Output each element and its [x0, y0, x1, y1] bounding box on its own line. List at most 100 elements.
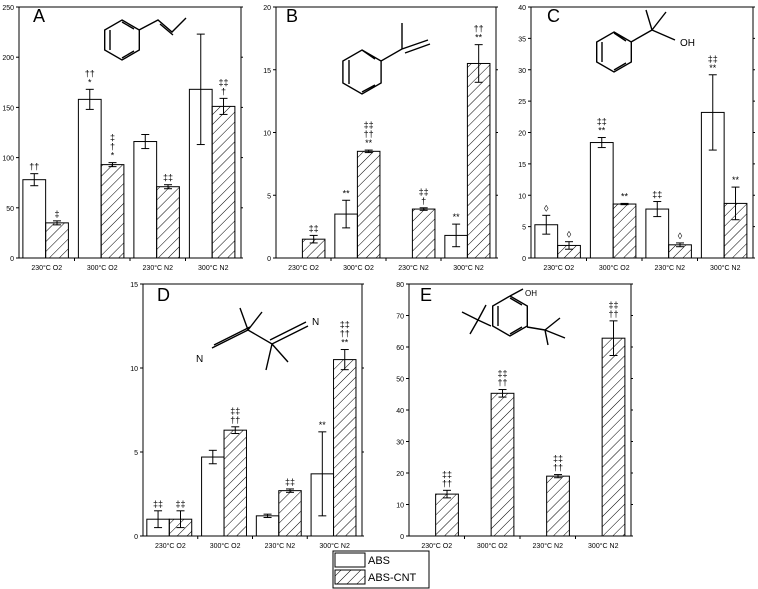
phenyl-propanol-structure-bonds: [596, 9, 676, 73]
bar-abs: [22, 179, 47, 259]
significance-mark: ‡‡: [230, 406, 240, 416]
y-tick-label: 50: [6, 206, 14, 213]
panel-b: 0 5 10 15 20 230°C O2 300°C O2 230°C N2 300°C N2…: [263, 5, 498, 272]
bar-abs: [255, 515, 280, 537]
y-tick-label: 80: [396, 282, 404, 289]
significance-mark: **: [598, 126, 606, 136]
significance-mark: **: [365, 138, 373, 148]
significance-mark: **: [453, 212, 461, 222]
y-tick-label: 0: [522, 256, 526, 263]
bar-abs-cnt: [435, 493, 459, 537]
significance-mark: ††: [85, 68, 95, 78]
bar-abs-cnt: [356, 150, 381, 259]
significance-mark: ††: [498, 378, 508, 388]
y-tick-label: 0: [10, 256, 14, 263]
bar-abs-cnt: [546, 475, 570, 537]
x-tick-label: 300°C O2: [87, 264, 118, 272]
x-tick-label: 300°C N2: [319, 542, 350, 550]
alpha-methylstyrene-structure-bonds: [342, 23, 431, 95]
x-tick-label: 300°C N2: [453, 264, 484, 272]
significance-mark: **: [475, 33, 483, 43]
x-tick-label: 230°C O2: [543, 264, 574, 272]
y-tick-label: 20: [263, 5, 271, 12]
significance-mark: ‡‡: [553, 454, 563, 464]
panel-letter: D: [157, 285, 170, 305]
significance-mark: ‡‡: [597, 117, 607, 127]
y-tick-label: 0: [267, 256, 271, 263]
y-tick-label: 25: [518, 99, 526, 106]
bar-abs: [133, 141, 158, 259]
y-tick-label: 150: [2, 105, 14, 112]
x-tick-label: 230°C N2: [398, 264, 429, 272]
y-tick-label: 40: [396, 408, 404, 415]
x-tick-label: 230°C N2: [655, 264, 686, 272]
significance-mark: †: [221, 86, 226, 96]
bar-abs-cnt: [612, 203, 637, 259]
y-tick-label: 10: [518, 193, 526, 200]
x-tick-label: 230°C O2: [31, 264, 62, 272]
significance-mark: ††: [609, 309, 619, 319]
legend-label-abs: ABS: [368, 555, 390, 567]
significance-mark: ‡: [55, 209, 60, 219]
x-tick-label: 300°C N2: [198, 264, 229, 272]
significance-mark: ††: [553, 463, 563, 473]
hydroxyl-label: OH: [680, 38, 695, 49]
y-tick-label: 100: [2, 156, 14, 163]
styrene-structure: [104, 17, 187, 61]
y-tick-label: 30: [396, 440, 404, 447]
legend: ABS ABS-CNT: [332, 550, 430, 589]
y-tick-label: 70: [396, 314, 404, 321]
significance-mark: ††: [29, 162, 39, 172]
tetramethylsuccinonitrile-structure-bonds: [211, 307, 309, 371]
significance-mark: ‡‡: [163, 173, 173, 183]
significance-mark: ††: [364, 129, 374, 139]
bar-abs-cnt: [466, 62, 491, 259]
bar-abs-cnt: [411, 208, 436, 259]
y-tick-label: 0: [134, 534, 138, 541]
y-tick-label: 35: [518, 36, 526, 43]
significance-mark: **: [732, 175, 740, 185]
bar-abs-cnt: [490, 392, 515, 537]
bar-abs-cnt: [278, 490, 302, 537]
di-tert-butylphenol-structure: [461, 288, 566, 346]
nitrile-label-right: N: [312, 317, 319, 328]
y-tick-label: 40: [518, 5, 526, 12]
significance-mark: ‡‡: [364, 120, 374, 130]
significance-mark: †: [421, 196, 426, 206]
y-tick-label: 250: [2, 5, 14, 12]
alpha-methylstyrene-structure: [342, 23, 431, 95]
panel-letter: B: [286, 6, 298, 26]
x-tick-label: 230°C N2: [143, 264, 174, 272]
legend-swatch-abs: [334, 552, 366, 568]
y-tick-label: 5: [267, 193, 271, 200]
x-tick-label: 230°C O2: [421, 542, 452, 550]
significance-mark: ‡‡: [340, 320, 350, 330]
significance-mark: ‡: [110, 133, 115, 143]
y-tick-label: 10: [396, 503, 404, 510]
significance-mark: ◊: [678, 231, 683, 241]
bar-abs: [589, 142, 614, 259]
x-tick-label: 230°C N2: [533, 542, 564, 550]
x-tick-label: 230°C O2: [155, 542, 186, 550]
significance-mark: †: [110, 142, 115, 152]
y-tick-label: 20: [518, 131, 526, 138]
significance-mark: ‡‡: [419, 187, 429, 197]
panel-letter: A: [33, 6, 45, 26]
significance-mark: ‡‡: [498, 369, 508, 379]
y-tick-label: 200: [2, 55, 14, 62]
plot-frame: [275, 6, 497, 259]
phenyl-propanol-structure: [596, 9, 676, 73]
significance-mark: **: [341, 338, 349, 348]
nitrile-label-left: N: [196, 354, 203, 365]
x-tick-label: 230°C O2: [288, 264, 319, 272]
structures: OH N N OH: [104, 9, 695, 371]
significance-mark: ◊: [567, 230, 572, 240]
y-tick-label: 15: [130, 282, 138, 289]
di-tert-butylphenol-structure-bonds: [461, 288, 566, 346]
significance-mark: **: [709, 63, 717, 73]
x-tick-label: 300°C N2: [588, 542, 619, 550]
x-tick-label: 300°C O2: [210, 542, 241, 550]
x-tick-label: 300°C N2: [710, 264, 741, 272]
significance-mark: ‡‡: [285, 477, 295, 487]
significance-mark: ‡‡: [175, 499, 185, 509]
